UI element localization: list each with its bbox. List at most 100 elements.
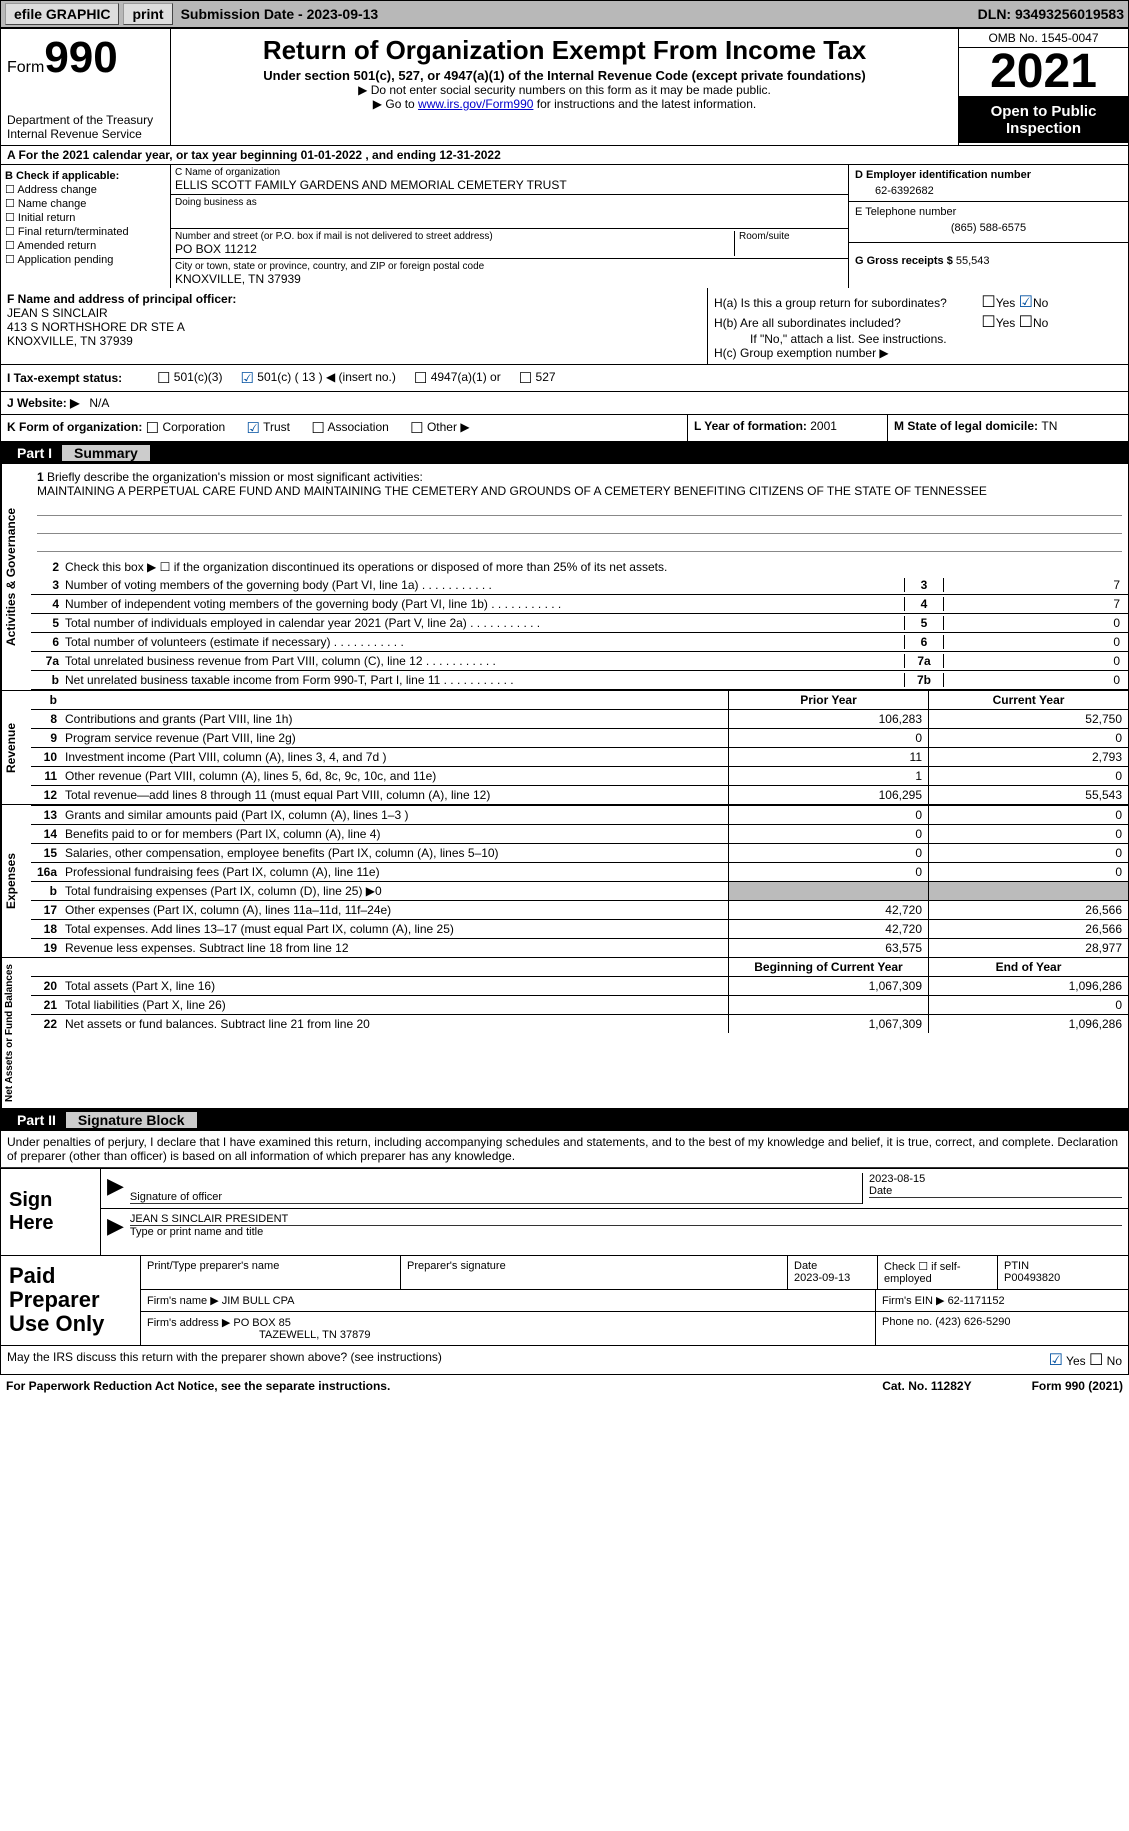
exp-line-17: 17Other expenses (Part IX, column (A), l… xyxy=(31,900,1128,919)
ag-line-3: 3Number of voting members of the governi… xyxy=(31,576,1128,595)
part1-header: Part I Summary xyxy=(0,442,1129,464)
klm-row: K Form of organization: ☐ Corporation ☑ … xyxy=(0,415,1129,442)
bcd-grid: B Check if applicable: Address change Na… xyxy=(0,165,1129,288)
rev-line-12: 12Total revenue—add lines 8 through 11 (… xyxy=(31,785,1128,804)
firm-addr1: PO BOX 85 xyxy=(233,1317,290,1329)
row-a-calendar: A For the 2021 calendar year, or tax yea… xyxy=(0,146,1129,165)
open-inspection: Open to Public Inspection xyxy=(959,97,1128,143)
tel-label: E Telephone number xyxy=(855,206,1122,218)
print-button[interactable]: print xyxy=(123,3,172,25)
tel-value: (865) 588-6575 xyxy=(855,218,1122,238)
irs-label: Internal Revenue Service xyxy=(7,127,164,141)
firm-addr2: TAZEWELL, TN 37879 xyxy=(147,1329,370,1341)
line2-discontinued: Check this box ▶ ☐ if the organization d… xyxy=(65,560,1124,574)
irs-link[interactable]: www.irs.gov/Form990 xyxy=(418,97,533,111)
website-row: J Website: ▶ N/A xyxy=(0,392,1129,415)
h-section: H(a) Is this a group return for subordin… xyxy=(708,288,1128,364)
part1-rev: Revenue b Prior Year Current Year 8Contr… xyxy=(0,691,1129,805)
col-b-header: B Check if applicable: xyxy=(5,170,166,182)
header-center: Return of Organization Exempt From Incom… xyxy=(171,29,958,145)
exp-line-16a: 16aProfessional fundraising fees (Part I… xyxy=(31,862,1128,881)
col-b-checkboxes: B Check if applicable: Address change Na… xyxy=(1,165,171,288)
org-name-label: C Name of organization xyxy=(175,167,844,178)
form-footer: Form 990 (2021) xyxy=(1032,1379,1123,1393)
gross-value: 55,543 xyxy=(956,255,990,267)
chk-initial-return[interactable]: Initial return xyxy=(5,211,166,224)
prep-date: 2023-09-13 xyxy=(794,1272,850,1284)
ptin: P00493820 xyxy=(1004,1272,1060,1284)
exp-line-13: 13Grants and similar amounts paid (Part … xyxy=(31,805,1128,824)
officer-name-title: JEAN S SINCLAIR PRESIDENT xyxy=(130,1213,1122,1226)
ag-line-7b: bNet unrelated business taxable income f… xyxy=(31,671,1128,690)
form-number: 990 xyxy=(44,33,117,82)
ag-line-5: 5Total number of individuals employed in… xyxy=(31,614,1128,633)
ha-label: H(a) Is this a group return for subordin… xyxy=(714,296,974,310)
net-line-20: 20Total assets (Part X, line 16)1,067,30… xyxy=(31,976,1128,995)
room-label: Room/suite xyxy=(739,231,844,242)
signature-arrow-icon: ▶ xyxy=(107,1173,124,1204)
top-bar: efile GRAPHIC print Submission Date - 20… xyxy=(0,0,1129,28)
form-header: Form990 Department of the Treasury Inter… xyxy=(0,28,1129,146)
chk-address-change[interactable]: Address change xyxy=(5,183,166,196)
mission-label: Briefly describe the organization's miss… xyxy=(47,470,423,484)
ein-label: D Employer identification number xyxy=(855,169,1122,181)
sig-officer-label: Signature of officer xyxy=(130,1191,862,1204)
exp-line-19: 19Revenue less expenses. Subtract line 1… xyxy=(31,938,1128,957)
tax-exempt-status: I Tax-exempt status: ☐ 501(c)(3) ☑ 501(c… xyxy=(0,365,1129,392)
exp-line-b: bTotal fundraising expenses (Part IX, co… xyxy=(31,881,1128,900)
exp-line-14: 14Benefits paid to or for members (Part … xyxy=(31,824,1128,843)
hc-label: H(c) Group exemption number ▶ xyxy=(714,346,1122,360)
h-note: If "No," attach a list. See instructions… xyxy=(714,332,1122,346)
fh-row: F Name and address of principal officer:… xyxy=(0,288,1129,365)
preparer-sig-label: Preparer's signature xyxy=(401,1256,788,1289)
ssn-warning: Do not enter social security numbers on … xyxy=(175,83,954,97)
sign-here-block: Sign Here ▶ Signature of officer 2023-08… xyxy=(0,1168,1129,1256)
firm-phone: (423) 626-5290 xyxy=(935,1316,1010,1328)
discuss-line: May the IRS discuss this return with the… xyxy=(0,1346,1129,1375)
vlabel-ag: Activities & Governance xyxy=(1,464,31,690)
net-line-21: 21Total liabilities (Part X, line 26)0 xyxy=(31,995,1128,1014)
dba-label: Doing business as xyxy=(175,197,844,208)
ein-value: 62-6392682 xyxy=(855,181,1122,197)
efile-label: efile GRAPHIC xyxy=(5,3,119,25)
rev-line-8: 8Contributions and grants (Part VIII, li… xyxy=(31,709,1128,728)
street-value: PO BOX 11212 xyxy=(175,242,734,256)
chk-final-return[interactable]: Final return/terminated xyxy=(5,225,166,238)
chk-name-change[interactable]: Name change xyxy=(5,197,166,210)
exp-line-15: 15Salaries, other compensation, employee… xyxy=(31,843,1128,862)
ag-line-4: 4Number of independent voting members of… xyxy=(31,595,1128,614)
street-label: Number and street (or P.O. box if mail i… xyxy=(175,231,734,242)
hdr-end-year: End of Year xyxy=(928,958,1128,976)
gross-label: G Gross receipts $ xyxy=(855,255,956,267)
chk-amended-return[interactable]: Amended return xyxy=(5,239,166,252)
paid-preparer-label: Paid Preparer Use Only xyxy=(1,1256,141,1345)
dept-treasury: Department of the Treasury xyxy=(7,113,164,127)
vlabel-exp: Expenses xyxy=(1,805,31,957)
hb-label: H(b) Are all subordinates included? xyxy=(714,316,974,330)
principal-officer: F Name and address of principal officer:… xyxy=(1,288,708,364)
cat-no: Cat. No. 11282Y xyxy=(882,1379,971,1393)
self-employed-check[interactable]: Check ☐ if self-employed xyxy=(878,1256,998,1289)
part1-exp: Expenses 13Grants and similar amounts pa… xyxy=(0,805,1129,958)
website-value: N/A xyxy=(89,396,109,410)
tax-year: 2021 xyxy=(959,48,1128,97)
submission-date: Submission Date - 2023-09-13 xyxy=(181,6,379,22)
chk-application-pending[interactable]: Application pending xyxy=(5,253,166,266)
vlabel-rev: Revenue xyxy=(1,691,31,804)
mission-text: MAINTAINING A PERPETUAL CARE FUND AND MA… xyxy=(37,484,987,498)
city-label: City or town, state or province, country… xyxy=(175,261,844,272)
sig-date: 2023-08-15 xyxy=(869,1173,1122,1185)
hdr-prior-year: Prior Year xyxy=(728,691,928,709)
footer-last: For Paperwork Reduction Act Notice, see … xyxy=(0,1375,1129,1397)
part1-net: Net Assets or Fund Balances Beginning of… xyxy=(0,958,1129,1109)
ag-line-6: 6Total number of volunteers (estimate if… xyxy=(31,633,1128,652)
sign-here-label: Sign Here xyxy=(1,1169,101,1255)
firm-name: JIM BULL CPA xyxy=(222,1295,295,1307)
rev-line-10: 10Investment income (Part VIII, column (… xyxy=(31,747,1128,766)
rev-line-11: 11Other revenue (Part VIII, column (A), … xyxy=(31,766,1128,785)
form-title: Return of Organization Exempt From Incom… xyxy=(175,35,954,66)
firm-ein: 62-1171152 xyxy=(948,1295,1005,1307)
vlabel-net: Net Assets or Fund Balances xyxy=(1,958,31,1108)
org-name: ELLIS SCOTT FAMILY GARDENS AND MEMORIAL … xyxy=(175,178,844,192)
dln: DLN: 93493256019583 xyxy=(978,6,1124,22)
